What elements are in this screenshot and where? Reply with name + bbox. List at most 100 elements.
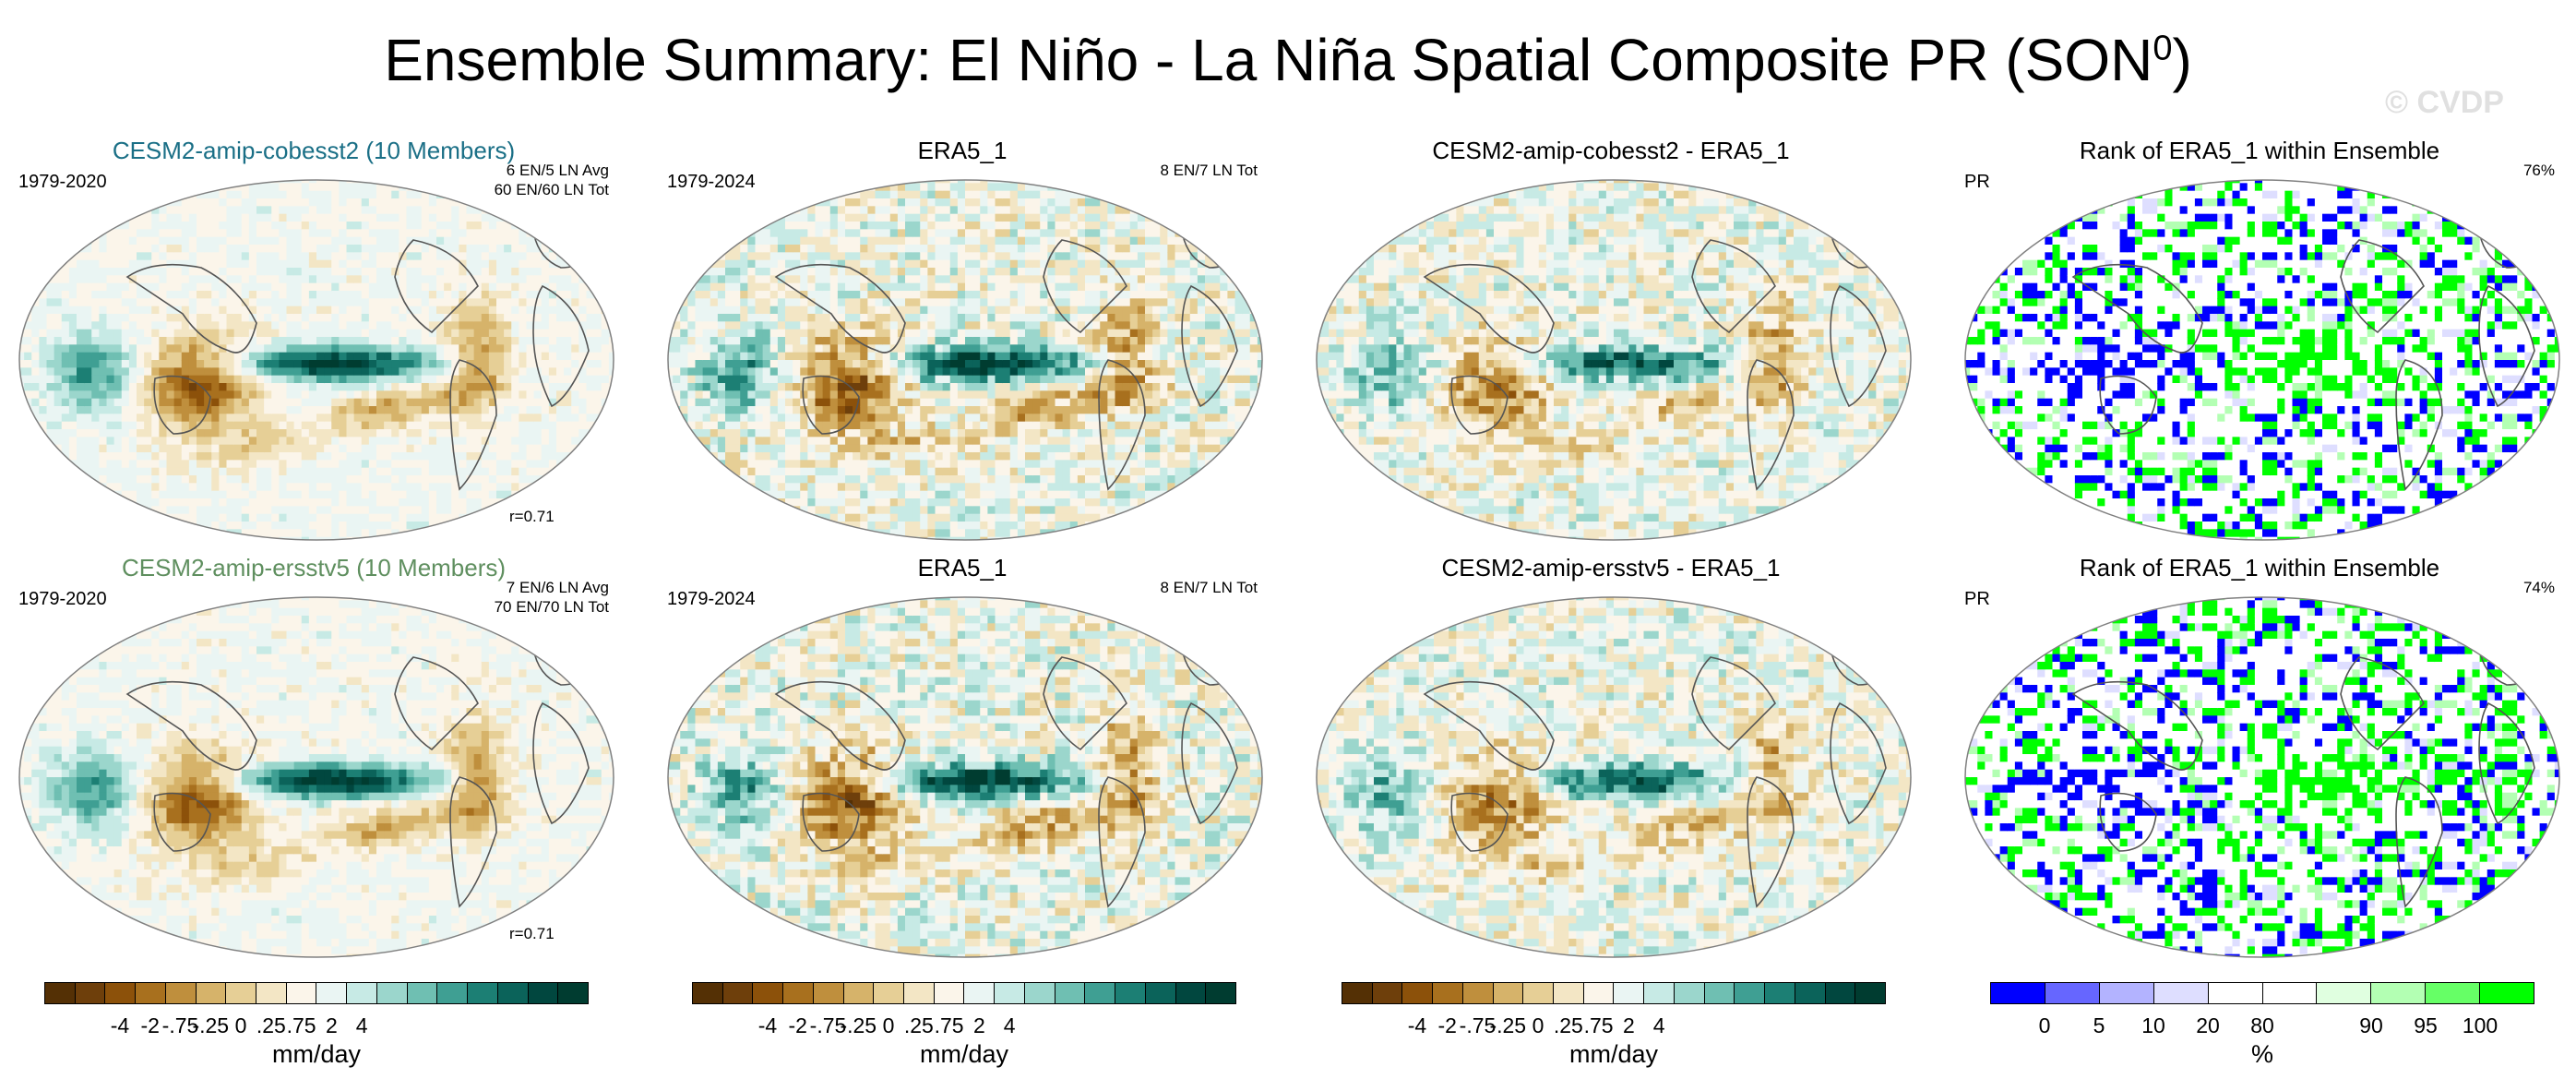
colorbar-swatch [2153,983,2209,1003]
colorbar-swatch [407,983,438,1003]
colorbar-swatches [1342,982,1886,1004]
colorbar-swatch [874,983,905,1003]
colorbar-swatch [1795,983,1826,1003]
colorbar-tick-label: 0 [883,1013,895,1038]
map-panel-8: Rank of ERA5_1 within Ensemble PR 74% [1946,554,2573,960]
panel-period-label: 1979-2024 [667,589,756,610]
panel-count-line: 8 EN/7 LN Tot [1160,161,1258,180]
panel-count-label: 6 EN/5 LN Avg 60 EN/60 LN Tot [495,161,609,199]
colorbar-tick-label: 4 [1004,1013,1016,1038]
colorbar-tick-label: 80 [2250,1013,2274,1038]
panel-title: CESM2-amip-cobesst2 - ERA5_1 [1297,137,1925,165]
map-panel-5: CESM2-amip-ersstv5 (10 Members) 1979-2020… [0,554,627,960]
colorbar-tick-label: 2 [1623,1013,1635,1038]
panel-title: CESM2-amip-cobesst2 (10 Members) [0,137,627,165]
colorbar-swatch [693,983,723,1003]
colorbar-swatch [1402,983,1434,1003]
colorbar-tick-label: -.75 [810,1013,847,1038]
colorbar-swatch [1583,983,1615,1003]
panel-count-label: 8 EN/7 LN Tot [1160,161,1258,180]
colorbar-3: -4 -2 -.75 -.25 0 .25.75 2 4 mm/day [1342,982,1886,1084]
colorbar-tick-label: .75 [935,1013,964,1038]
colorbar-swatch [2317,983,2372,1003]
map-panel-7: CESM2-amip-ersstv5 - ERA5_1 [1297,554,1925,960]
map-panel-4: Rank of ERA5_1 within Ensemble PR 76% [1946,137,2573,543]
colorbar-swatch [1055,983,1086,1003]
colorbar-tick-label: 2 [973,1013,985,1038]
colorbar-tick-label: 20 [2196,1013,2220,1038]
panel-count-label: 76% [2523,161,2555,180]
panel-period-label: 1979-2020 [18,172,107,193]
colorbar-swatch [783,983,814,1003]
colorbar-swatch [528,983,559,1003]
colorbar-swatch [286,983,317,1003]
colorbar-tick-label: -.25 [840,1013,877,1038]
colorbar-swatch [2099,983,2154,1003]
colorbar-swatch [1433,983,1463,1003]
colorbar-swatch [1175,983,1207,1003]
colorbar-tick-label: 0 [235,1013,247,1038]
robinson-map [18,179,614,541]
panel-count-line: 70 EN/70 LN Tot [495,597,609,617]
colorbar-swatch [437,983,469,1003]
colorbar-tick-label: 4 [1653,1013,1665,1038]
colorbar-swatch [256,983,287,1003]
colorbar-swatch [2262,983,2318,1003]
panel-count-line: 8 EN/7 LN Tot [1160,578,1258,597]
colorbar-1: -4 -2 -.75 -.25 0 .25.75 2 4 mm/day [44,982,589,1084]
colorbar-units: mm/day [1342,1040,1886,1069]
colorbar-4: 0 5 10 20 80 90 95 100% [1990,982,2534,1084]
colorbar-tick-label: -4 [111,1013,129,1038]
colorbar-swatch [1765,983,1795,1003]
colorbar-swatch [1825,983,1856,1003]
panel-title: CESM2-amip-ersstv5 (10 Members) [0,554,627,582]
colorbar-tick-label: -.75 [162,1013,199,1038]
colorbar-units: mm/day [44,1040,589,1069]
colorbar-tick-label: 100 [2463,1013,2498,1038]
colorbar-swatch [1855,983,1885,1003]
colorbar-swatch [1704,983,1735,1003]
colorbar-tick-label: .25 [256,1013,286,1038]
colorbar-swatch [196,983,227,1003]
colorbar-swatch [964,983,996,1003]
colorbar-swatch [2426,983,2481,1003]
robinson-map [18,596,614,958]
colorbar-swatch [813,983,844,1003]
colorbar-swatch [1554,983,1584,1003]
colorbar-swatch [1145,983,1176,1003]
figure-title: Ensemble Summary: El Niño - La Niña Spat… [0,26,2576,94]
colorbar-tick-label: -.75 [1460,1013,1497,1038]
panel-count-line: 76% [2523,161,2555,180]
colorbar-swatch [2480,983,2534,1003]
colorbar-swatch [1523,983,1555,1003]
colorbar-tick-label: 0 [1532,1013,1544,1038]
panel-count-line: 74% [2523,578,2555,597]
map-panel-1: CESM2-amip-cobesst2 (10 Members) 1979-202… [0,137,627,543]
colorbar-swatch [934,983,965,1003]
colorbar-swatch [1206,983,1235,1003]
colorbar-swatch [1674,983,1705,1003]
panel-count-label: 74% [2523,578,2555,597]
panel-period-label: 1979-2024 [667,172,756,193]
colorbar-swatch [1735,983,1766,1003]
colorbar-swatches [1990,982,2534,1004]
robinson-map [1316,179,1912,541]
colorbar-tick-label: 10 [2141,1013,2165,1038]
colorbar-swatch [1462,983,1494,1003]
cvdp-watermark: © CVDP [2385,85,2504,121]
colorbar-units: % [1990,1040,2534,1069]
colorbar-tick-label: 5 [2093,1013,2105,1038]
colorbar-swatch [1644,983,1675,1003]
colorbar-swatches [44,982,589,1004]
colorbar-tick-label: .25 [1554,1013,1583,1038]
colorbar-swatch [497,983,529,1003]
colorbar-tick-label: 4 [356,1013,368,1038]
colorbar-swatch [2045,983,2100,1003]
panel-period-label: PR [1964,589,1990,610]
robinson-map [1964,596,2560,958]
panel-period-label: PR [1964,172,1990,193]
panel-title: ERA5_1 [649,554,1276,582]
pattern-correlation-label: r=0.71 [509,508,555,526]
colorbar-swatch [904,983,935,1003]
colorbar-units: mm/day [692,1040,1236,1069]
